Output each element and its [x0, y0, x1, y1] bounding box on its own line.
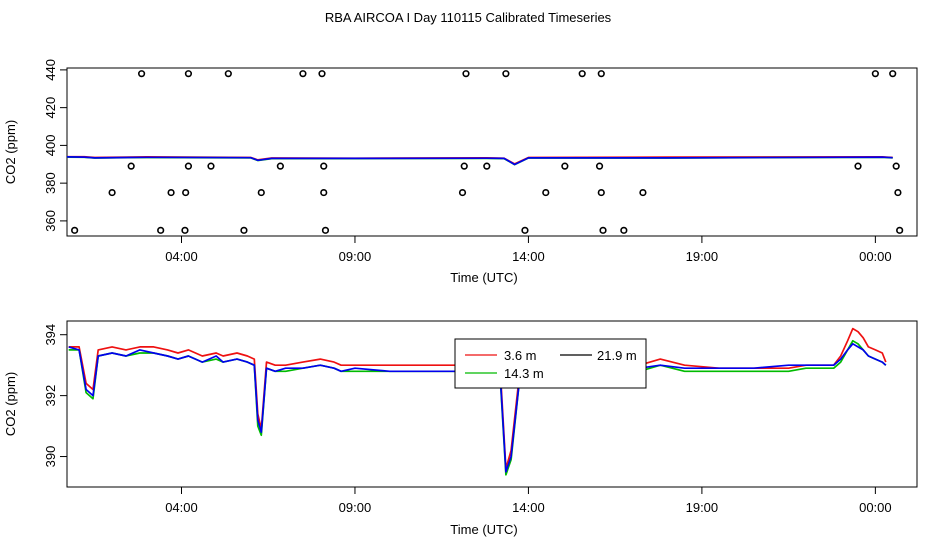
top-circle-group: [71, 70, 904, 234]
top-circle-26: [542, 188, 550, 197]
top-circle-23: [483, 162, 491, 170]
top-xtick-label-00:00: 00:00: [859, 249, 892, 264]
top-y-label: CO2 (ppm): [3, 120, 18, 184]
top-circle-33: [620, 226, 628, 234]
top-circle-39: [894, 188, 902, 197]
bottom-xtick-label-04:00: 04:00: [165, 500, 198, 515]
top-x-axis: 04:00 09:00 14:00 19:00 00:00: [165, 236, 892, 264]
figure-title: RBA AIRCOA I Day 110115 Calibrated Times…: [325, 10, 612, 25]
top-circle-13: [257, 188, 265, 197]
top-circle-6: [181, 226, 189, 234]
top-circle-31: [597, 188, 605, 197]
top-circle-28: [578, 70, 586, 78]
top-ytick-label-360: 360: [43, 210, 58, 232]
top-circle-21: [460, 162, 468, 170]
top-circle-32: [599, 226, 607, 234]
top-circle-5: [167, 188, 175, 197]
top-circle-14: [276, 162, 284, 170]
legend: 3.6 m 21.9 m 14.3 m: [454, 338, 647, 389]
top-circle-34: [639, 188, 647, 197]
top-circle-17: [320, 162, 328, 170]
top-circle-40: [896, 226, 904, 234]
top-xtick-label-04:00: 04:00: [165, 249, 198, 264]
bottom-xtick-label-14:00: 14:00: [512, 500, 545, 515]
bottom-x-label: Time (UTC): [450, 522, 517, 537]
top-xtick-label-19:00: 19:00: [686, 249, 719, 264]
top-circle-36: [871, 70, 879, 78]
top-circle-10: [207, 162, 215, 170]
top-xtick-label-14:00: 14:00: [512, 249, 545, 264]
top-y-axis: 360 380 400 420 440: [43, 59, 67, 232]
top-circle-3: [137, 70, 146, 78]
top-circle-16: [318, 70, 326, 78]
top-panel: 360 380 400 420 440 04:00 09:00 14:00 19:00 00:0…: [3, 59, 918, 285]
legend-label-14-3m: 14.3 m: [504, 366, 544, 381]
top-circle-18: [320, 188, 328, 197]
top-plot-frame: [66, 67, 918, 237]
top-circle-0: [71, 226, 79, 234]
top-circle-29: [595, 162, 604, 170]
top-series-group: [66, 155, 893, 166]
top-circle-27: [561, 162, 569, 170]
top-circle-22: [462, 70, 470, 78]
bottom-y-label: CO2 (ppm): [3, 372, 18, 436]
bottom-y-axis: 390 392 394: [43, 324, 67, 468]
top-circle-4: [157, 226, 165, 234]
top-circle-1: [108, 188, 116, 197]
top-circle-19: [321, 226, 330, 234]
top-series-21-9-m: [66, 156, 893, 166]
top-circle-35: [854, 162, 862, 170]
top-ytick-label-420: 420: [43, 97, 58, 119]
top-circle-9: [184, 70, 193, 78]
legend-label-21-9m: 21.9 m: [597, 348, 637, 363]
bottom-x-axis: 04:00 09:00 14:00 19:00 00:00: [165, 487, 892, 515]
top-x-label: Time (UTC): [450, 270, 517, 285]
top-circle-20: [458, 188, 467, 197]
bottom-xtick-label-09:00: 09:00: [339, 500, 372, 515]
bottom-ytick-label-392: 392: [43, 385, 58, 407]
top-ytick-label-380: 380: [43, 172, 58, 194]
bottom-panel: 390 392 394 04:00 09:00 14:00 19:00 00:00 Time…: [3, 320, 918, 537]
legend-box: [454, 338, 647, 389]
top-ytick-label-440: 440: [43, 59, 58, 81]
top-circle-8: [184, 162, 193, 170]
legend-label-3-6m: 3.6 m: [504, 348, 537, 363]
top-circle-11: [224, 70, 232, 78]
bottom-ytick-label-390: 390: [43, 446, 58, 468]
bottom-xtick-label-00:00: 00:00: [859, 500, 892, 515]
bottom-ytick-label-394: 394: [43, 324, 58, 346]
top-circle-25: [521, 226, 529, 234]
bottom-xtick-label-19:00: 19:00: [686, 500, 719, 515]
top-circle-7: [182, 188, 190, 197]
top-circle-2: [127, 162, 135, 170]
top-ytick-label-400: 400: [43, 135, 58, 157]
top-circle-38: [892, 162, 900, 170]
top-circle-15: [299, 70, 307, 78]
top-circle-12: [240, 226, 248, 234]
top-xtick-label-09:00: 09:00: [339, 249, 372, 264]
bottom-plot-frame: [66, 320, 918, 488]
top-circle-37: [889, 70, 897, 78]
top-circle-24: [502, 70, 510, 78]
top-circle-30: [597, 70, 605, 78]
